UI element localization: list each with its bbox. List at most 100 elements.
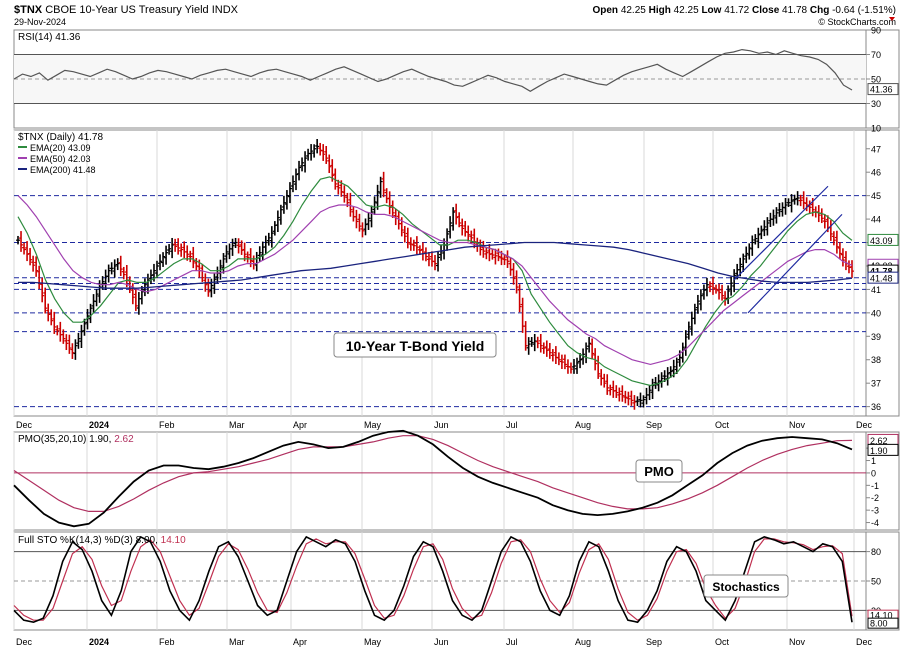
ohlc-bar	[822, 214, 827, 229]
chg-label: Chg	[810, 5, 832, 16]
ohlc-bar	[623, 390, 628, 404]
ohlc-summary: Open 42.25 High 42.25 Low 41.72 Close 41…	[592, 5, 896, 16]
ohlc-bar	[635, 396, 640, 407]
ohlc-bar	[300, 157, 305, 172]
chart-title: 10-Year T-Bond Yield	[346, 338, 485, 354]
ohlc-bar	[463, 220, 468, 237]
ohlc-bar	[707, 281, 712, 293]
pmo-legend-value: 1.90,	[89, 434, 114, 445]
ohlc-bar	[109, 262, 114, 275]
rsi-legend: RSI(14) 41.36	[18, 32, 81, 43]
ohlc-bar	[632, 395, 637, 410]
ohlc-bar	[357, 213, 362, 232]
ohlc-bar	[502, 254, 507, 265]
high-value: 42.25	[674, 5, 702, 16]
ohlc-bar	[729, 276, 734, 296]
x-tick-label: Aug	[575, 420, 591, 430]
x-tick-label: Nov	[789, 420, 806, 430]
ohlc-bar	[212, 273, 217, 294]
symbol: $TNX	[14, 4, 45, 16]
price-value-label: 43.09	[870, 236, 893, 246]
ohlc-bar	[363, 218, 368, 236]
price-y-tick: 37	[871, 379, 881, 389]
chg-down-arrow-icon	[889, 17, 895, 21]
ohlc-bar	[70, 343, 75, 359]
ohlc-bar	[517, 284, 522, 313]
ohlc-bar	[22, 242, 27, 255]
ohlc-bar	[381, 171, 386, 198]
ohlc-bar	[221, 253, 226, 274]
ohlc-bar	[206, 278, 211, 297]
ohlc-bar	[638, 392, 643, 408]
ohlc-bar	[297, 160, 302, 181]
high-label: High	[649, 5, 674, 16]
x-tick-label-bottom: May	[364, 637, 382, 647]
ohlc-bar	[55, 325, 60, 336]
ohlc-bar	[324, 145, 329, 164]
rsi-y-tick: 50	[871, 75, 881, 85]
ohlc-bar	[79, 324, 84, 349]
ohlc-bar	[372, 196, 377, 215]
ohlc-bar	[173, 238, 178, 252]
ohlc-bar	[405, 227, 410, 249]
ohlc-bar	[750, 235, 755, 256]
ohlc-bar	[426, 252, 431, 267]
ohlc-bar	[451, 207, 456, 231]
ohlc-bar	[333, 168, 338, 190]
ohlc-bar	[155, 260, 159, 279]
ohlc-bar	[236, 238, 241, 254]
ohlc-bar	[375, 184, 380, 210]
ohlc-bar	[354, 209, 359, 229]
ohlc-bar	[433, 254, 437, 271]
ohlc-bar	[115, 258, 120, 271]
price-value-box	[867, 271, 899, 284]
ohlc-bar	[484, 247, 489, 260]
ohlc-bar	[230, 238, 235, 256]
price-y-tick: 36	[871, 402, 881, 412]
x-tick-label: Jul	[506, 420, 518, 430]
ohlc-bar	[460, 218, 465, 236]
ohlc-bar	[161, 252, 166, 267]
pmo-y-tick: 0	[871, 468, 876, 478]
ohlc-bar	[360, 222, 365, 238]
ohlc-bar	[158, 254, 163, 271]
x-tick-label: Oct	[715, 420, 730, 430]
x-tick-label-bottom: Feb	[159, 637, 175, 647]
ohlc-bar	[747, 243, 752, 260]
ohlc-bar	[629, 390, 634, 406]
ohlc-bar	[505, 250, 510, 268]
ohlc-bar	[88, 303, 93, 324]
ohlc-bar	[233, 237, 238, 249]
ohlc-bar	[378, 176, 383, 198]
ohlc-bar	[73, 339, 78, 360]
ohlc-bar	[239, 240, 244, 255]
ohlc-bar	[408, 237, 413, 251]
ohlc-bar	[641, 395, 646, 408]
ohlc-bar	[245, 251, 250, 263]
ohlc-bar	[170, 237, 175, 259]
ohlc-bar	[556, 352, 561, 366]
ohlc-bar	[732, 269, 737, 293]
ohlc-bar	[369, 205, 374, 228]
ohlc-bar	[680, 342, 685, 363]
ohlc-bar	[514, 270, 519, 294]
ohlc-bar	[550, 349, 555, 362]
ohlc-bar	[547, 342, 552, 359]
ohlc-bar	[840, 248, 845, 267]
pmo-legend-signal: 2.62	[114, 434, 134, 445]
ohlc-bar	[481, 240, 486, 258]
x-tick-label-bottom: Jun	[434, 637, 449, 647]
ohlc-bar	[626, 391, 631, 406]
ohlc-bar	[112, 259, 117, 278]
ohlc-bar	[837, 242, 842, 260]
ohlc-bar	[28, 248, 33, 266]
ohlc-bar	[118, 255, 123, 276]
x-tick-label: Mar	[229, 420, 245, 430]
ohlc-bar	[714, 284, 719, 294]
ohlc-bar	[321, 144, 326, 161]
pmo-y-tick: -2	[871, 493, 879, 503]
open-value: 42.25	[621, 5, 649, 16]
ohlc-bar	[366, 212, 371, 230]
ohlc-bar	[266, 232, 271, 246]
